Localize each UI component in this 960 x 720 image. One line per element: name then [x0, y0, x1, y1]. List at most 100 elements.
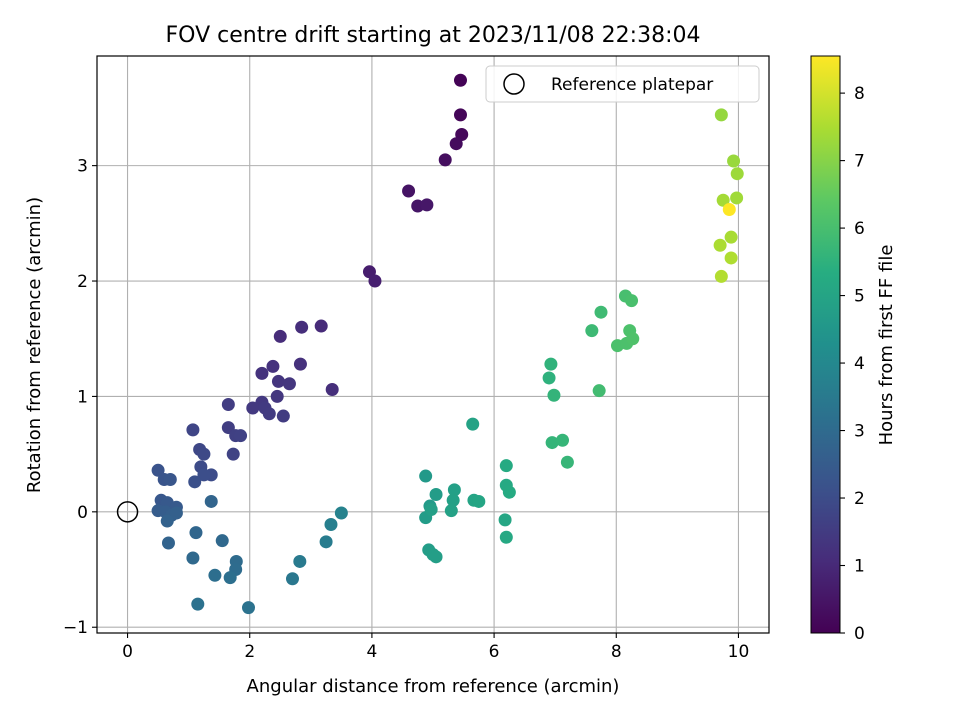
- x-tick-label: 6: [489, 642, 500, 662]
- colorbar-tick-label: 1: [854, 557, 865, 577]
- scatter-points: [151, 73, 744, 615]
- data-point: [730, 191, 744, 205]
- data-point: [334, 506, 348, 520]
- data-point: [453, 108, 467, 122]
- data-point: [188, 475, 202, 489]
- colorbar: 0 1 2 3 4 5 6 7 8 Hours from first FF file: [810, 55, 897, 644]
- data-point: [223, 571, 237, 585]
- data-point: [626, 332, 640, 346]
- data-point: [161, 536, 175, 550]
- data-point: [544, 357, 558, 371]
- data-point: [197, 447, 211, 461]
- data-point: [285, 572, 299, 586]
- data-point: [402, 184, 416, 198]
- data-point: [429, 488, 443, 502]
- data-point: [255, 366, 269, 380]
- data-point: [325, 383, 339, 397]
- data-point: [556, 433, 570, 447]
- colorbar-tick-label: 4: [854, 354, 865, 374]
- colorbar-tick-label: 0: [854, 624, 865, 644]
- data-point: [215, 534, 229, 548]
- data-point: [419, 469, 433, 483]
- data-point: [186, 551, 200, 565]
- data-point: [324, 518, 338, 532]
- y-tick-label: 0: [77, 503, 88, 523]
- data-point: [714, 269, 728, 283]
- data-point: [444, 504, 458, 518]
- data-point: [713, 238, 727, 252]
- colorbar-label: Hours from first FF file: [876, 245, 897, 446]
- data-point: [160, 514, 174, 528]
- colorbar-tick-label: 3: [854, 422, 865, 442]
- data-point: [542, 371, 556, 385]
- data-point: [724, 251, 738, 265]
- legend: Reference platepar: [485, 65, 760, 103]
- data-point: [722, 202, 736, 216]
- data-point: [208, 568, 222, 582]
- data-point: [592, 384, 606, 398]
- data-point: [716, 193, 730, 207]
- y-tick-label: 1: [77, 387, 88, 407]
- data-point: [197, 468, 211, 482]
- colorbar-tick-label: 5: [854, 287, 865, 307]
- data-point: [189, 526, 203, 540]
- x-tick-label: 4: [366, 642, 377, 662]
- y-axis-label: Rotation from reference (arcmin): [24, 197, 45, 493]
- colorbar-tick-label: 7: [854, 152, 865, 172]
- data-point: [447, 483, 461, 497]
- x-tick-label: 10: [728, 642, 750, 662]
- data-point: [151, 463, 165, 477]
- y-axis-ticks: −1 0 1 2 3: [63, 157, 97, 638]
- data-point: [368, 274, 382, 288]
- colorbar-gradient: [810, 55, 841, 634]
- colorbar-tick-label: 6: [854, 219, 865, 239]
- y-tick-label: 3: [77, 157, 88, 177]
- data-point: [234, 429, 248, 443]
- data-point: [714, 108, 728, 122]
- data-point: [242, 601, 256, 615]
- data-point: [585, 324, 599, 338]
- x-axis-ticks: 0 2 4 6 8 10: [122, 633, 749, 662]
- colorbar-tick-label: 8: [854, 84, 865, 104]
- grid: [97, 56, 769, 633]
- data-point: [594, 305, 608, 319]
- data-point: [163, 473, 177, 487]
- data-point: [472, 494, 486, 508]
- data-point: [547, 388, 561, 402]
- data-point: [226, 447, 240, 461]
- data-point: [438, 153, 452, 167]
- data-point: [449, 137, 463, 151]
- data-point: [293, 357, 307, 371]
- data-point: [276, 409, 290, 423]
- data-point: [246, 401, 260, 415]
- colorbar-ticks: 0 1 2 3 4 5 6 7 8: [840, 84, 865, 644]
- data-point: [499, 530, 513, 544]
- data-point: [453, 73, 467, 87]
- data-point: [282, 377, 296, 391]
- data-point: [221, 398, 235, 412]
- colorbar-tick-label: 2: [854, 489, 865, 509]
- data-point: [499, 459, 513, 473]
- data-point: [319, 535, 333, 549]
- data-point: [498, 513, 512, 527]
- data-point: [724, 230, 738, 244]
- data-point: [727, 154, 741, 168]
- data-point: [560, 455, 574, 469]
- data-point: [270, 389, 284, 403]
- legend-box: [485, 65, 760, 103]
- data-point: [266, 359, 280, 373]
- x-tick-label: 8: [611, 642, 622, 662]
- x-tick-label: 2: [244, 642, 255, 662]
- data-point: [545, 436, 559, 450]
- x-tick-label: 0: [122, 642, 133, 662]
- x-axis-label: Angular distance from reference (arcmin): [247, 676, 620, 697]
- legend-label: Reference platepar: [551, 75, 713, 95]
- data-point: [271, 374, 285, 388]
- y-tick-label: 2: [77, 272, 88, 292]
- data-point: [169, 506, 183, 520]
- reference-marker: [116, 501, 139, 523]
- data-point: [204, 494, 218, 508]
- data-point: [191, 597, 205, 611]
